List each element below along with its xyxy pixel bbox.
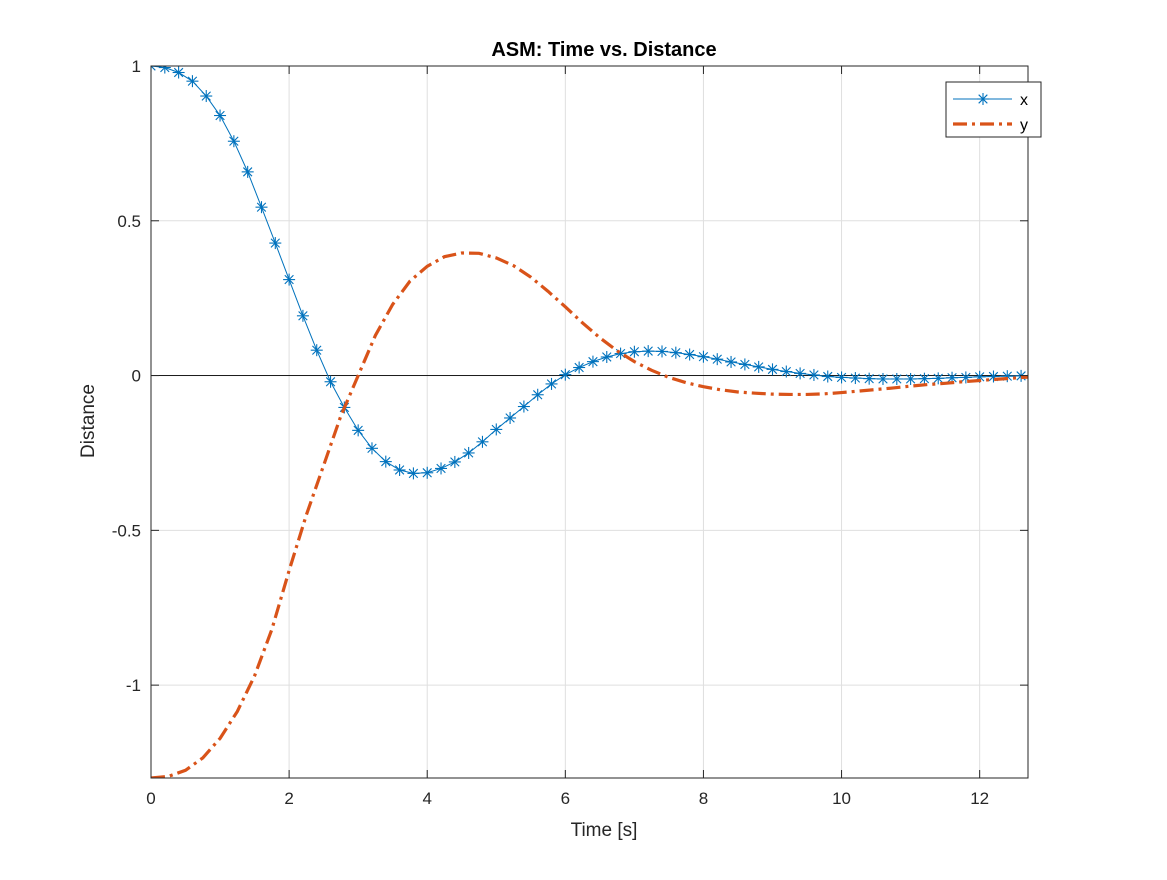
y-tick-label: -0.5	[112, 521, 141, 540]
data-point-marker	[821, 370, 834, 383]
series-line-x	[151, 66, 1022, 474]
series-layer	[151, 66, 1028, 778]
data-point-marker	[642, 345, 655, 358]
data-point-marker	[766, 363, 779, 376]
data-point-marker	[227, 135, 240, 148]
data-point-marker	[421, 466, 434, 479]
plot-area	[151, 66, 1028, 778]
series-x	[151, 66, 1028, 480]
data-point-marker	[151, 66, 157, 72]
x-tick-label: 12	[970, 789, 989, 808]
data-point-marker	[407, 467, 420, 480]
data-point-marker	[490, 423, 503, 436]
x-tick-label: 6	[561, 789, 570, 808]
data-point-marker	[876, 372, 889, 385]
legend-label-x: x	[1020, 92, 1028, 109]
y-axis-label: Distance	[78, 384, 99, 458]
data-point-marker	[711, 353, 724, 366]
data-point-marker	[504, 411, 517, 424]
data-point-marker	[476, 435, 489, 448]
y-tick-label: 0.5	[117, 212, 141, 231]
data-point-marker	[918, 372, 931, 385]
data-point-marker	[725, 355, 738, 368]
data-point-marker	[780, 365, 793, 378]
data-point-marker	[158, 66, 171, 74]
data-point-marker	[255, 201, 268, 214]
data-point-marker	[683, 348, 696, 361]
legend-box	[945, 81, 1042, 138]
data-point-marker	[214, 109, 227, 122]
data-point-marker	[628, 345, 641, 358]
data-point-marker	[531, 388, 544, 401]
data-point-marker	[517, 400, 530, 413]
data-point-marker	[296, 309, 309, 322]
data-point-marker	[697, 350, 710, 363]
data-point-marker	[269, 237, 282, 250]
data-point-marker	[614, 347, 627, 360]
y-tick-label: 0	[132, 367, 141, 386]
data-point-marker	[904, 372, 917, 385]
data-point-marker	[379, 455, 392, 468]
data-point-marker	[849, 372, 862, 385]
data-point-marker	[393, 463, 406, 476]
data-point-marker	[586, 355, 599, 368]
data-point-marker	[462, 446, 475, 459]
data-point-marker	[573, 361, 586, 374]
data-point-marker	[324, 375, 337, 388]
y-tick-labels: -1 -0.5 0 0.5 1	[112, 57, 141, 695]
tick-marks	[150, 65, 1028, 778]
x-tick-labels: 0 2 4 6 8 10 12	[146, 789, 989, 808]
data-point-marker	[600, 350, 613, 363]
data-point-marker	[172, 66, 185, 79]
data-point-marker	[352, 424, 365, 437]
axes-frame	[150, 65, 1029, 779]
data-point-marker	[932, 372, 945, 385]
legend-label-y: y	[1020, 117, 1028, 134]
data-point-marker	[241, 165, 254, 178]
y-tick-label: -1	[126, 676, 141, 695]
data-point-marker	[1001, 370, 1014, 383]
data-point-marker	[559, 368, 572, 381]
data-point-marker	[200, 90, 213, 103]
data-point-marker	[435, 462, 448, 475]
series-line-y	[151, 251, 1028, 778]
data-point-marker	[545, 377, 558, 390]
x-tick-label: 2	[284, 789, 293, 808]
data-point-marker	[283, 273, 296, 286]
x-tick-label: 8	[699, 789, 708, 808]
data-point-marker	[752, 360, 765, 373]
data-point-marker	[448, 455, 461, 468]
data-point-marker	[835, 371, 848, 384]
x-tick-label: 10	[832, 789, 851, 808]
data-point-marker	[738, 358, 751, 371]
chart-title: ASM: Time vs. Distance	[491, 39, 716, 61]
legend-entry-y: y	[953, 117, 1028, 134]
legend: xy	[945, 81, 1042, 138]
data-point-marker	[186, 75, 199, 88]
data-point-marker	[807, 368, 820, 381]
data-point-marker	[656, 345, 669, 358]
data-point-marker	[669, 346, 682, 359]
x-tick-label: 0	[146, 789, 155, 808]
data-point-marker	[794, 367, 807, 380]
x-axis-label: Time [s]	[571, 820, 638, 841]
data-point-marker	[365, 442, 378, 455]
legend-entry-x: x	[953, 92, 1028, 109]
data-point-marker	[977, 93, 989, 105]
x-tick-label: 4	[422, 789, 431, 808]
y-tick-label: 1	[132, 57, 141, 76]
series-y	[151, 251, 1028, 778]
data-point-marker	[863, 372, 876, 385]
data-point-marker	[310, 344, 323, 357]
data-point-marker	[890, 372, 903, 385]
